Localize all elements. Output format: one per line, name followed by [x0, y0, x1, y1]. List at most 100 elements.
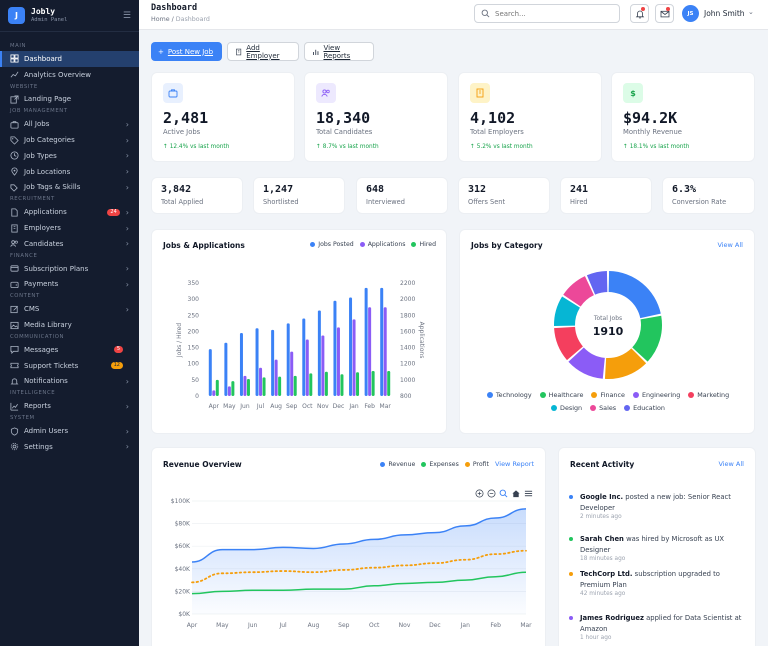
- series-line-revenue[interactable]: [191, 508, 527, 563]
- activity-actor[interactable]: TechCorp Ltd.: [580, 570, 633, 578]
- revenue-view-report-link[interactable]: View Report: [494, 460, 534, 468]
- bar-applications[interactable]: [383, 307, 387, 396]
- sidebar-item-support-tickets[interactable]: Support Tickets 12: [0, 358, 139, 374]
- bar-applications[interactable]: [274, 359, 278, 396]
- home-icon[interactable]: [511, 489, 521, 498]
- legend-item[interactable]: Jobs Posted: [310, 241, 354, 248]
- magnifier-icon[interactable]: [499, 489, 508, 498]
- activity-item[interactable]: Google Inc. posted a new job: Senior Rea…: [569, 492, 749, 520]
- bar-hired[interactable]: [309, 373, 313, 396]
- donut-slice-engineering[interactable]: [568, 347, 605, 379]
- search-box[interactable]: [474, 4, 620, 23]
- donut-slice-technology[interactable]: [608, 271, 661, 319]
- bar-jobs-posted[interactable]: [349, 297, 353, 396]
- bar-jobs-posted[interactable]: [380, 287, 384, 396]
- bar-applications[interactable]: [305, 339, 309, 397]
- sidebar-item-dashboard[interactable]: Dashboard: [0, 51, 139, 67]
- category-legend-item[interactable]: Sales: [590, 404, 616, 412]
- menu-icon[interactable]: [524, 489, 533, 498]
- messages-button[interactable]: [655, 4, 674, 23]
- add-employer-button[interactable]: Add Employer: [227, 42, 299, 61]
- category-legend-item[interactable]: Finance: [591, 391, 625, 399]
- sidebar-item-job-categories[interactable]: Job Categories ›: [0, 132, 139, 148]
- activity-actor[interactable]: Sarah Chen: [580, 535, 624, 543]
- sidebar-item-job-types[interactable]: Job Types ›: [0, 148, 139, 164]
- bar-applications[interactable]: [290, 351, 294, 396]
- bar-hired[interactable]: [324, 371, 328, 396]
- menu-toggle-icon[interactable]: ☰: [122, 10, 131, 21]
- bar-jobs-posted[interactable]: [224, 342, 228, 396]
- legend-item[interactable]: Profit: [464, 461, 489, 468]
- category-legend-item[interactable]: Technology: [486, 391, 532, 399]
- bar-hired[interactable]: [278, 376, 282, 396]
- activity-actor[interactable]: Google Inc.: [580, 493, 624, 501]
- activity-item[interactable]: James Rodriguez applied for Data Scienti…: [569, 613, 749, 641]
- category-legend-item[interactable]: Marketing: [688, 391, 729, 399]
- sidebar-item-job-locations[interactable]: Job Locations ›: [0, 164, 139, 180]
- sidebar-item-cms[interactable]: CMS ›: [0, 301, 139, 317]
- category-view-all-link[interactable]: View All: [717, 241, 743, 249]
- bar-jobs-posted[interactable]: [333, 300, 337, 396]
- series-line-profit[interactable]: [191, 549, 527, 584]
- bar-hired[interactable]: [340, 374, 344, 396]
- category-legend-item[interactable]: Education: [624, 404, 665, 412]
- category-legend-item[interactable]: Healthcare: [539, 391, 583, 399]
- donut-slice-education[interactable]: [586, 271, 608, 295]
- notifications-button[interactable]: [630, 4, 649, 23]
- zoom-in-icon[interactable]: [475, 489, 484, 498]
- search-input[interactable]: [495, 9, 605, 18]
- donut-slice-healthcare[interactable]: [632, 315, 662, 362]
- sidebar-item-payments[interactable]: Payments ›: [0, 277, 139, 293]
- bar-applications[interactable]: [368, 307, 372, 396]
- breadcrumb-home[interactable]: Home: [151, 16, 170, 23]
- bar-hired[interactable]: [262, 377, 266, 396]
- bar-applications[interactable]: [321, 335, 325, 396]
- sidebar-item-all-jobs[interactable]: All Jobs ›: [0, 116, 139, 132]
- sidebar-item-reports[interactable]: Reports ›: [0, 398, 139, 414]
- legend-item[interactable]: Revenue: [380, 461, 415, 468]
- sidebar-item-messages[interactable]: Messages 5: [0, 342, 139, 358]
- bar-jobs-posted[interactable]: [255, 328, 259, 396]
- legend-item[interactable]: Expenses: [421, 461, 459, 468]
- chevron-down-icon[interactable]: ⌄: [748, 8, 754, 16]
- sidebar-item-settings[interactable]: Settings ›: [0, 439, 139, 455]
- bar-hired[interactable]: [387, 370, 391, 396]
- donut-slice-sales[interactable]: [563, 276, 594, 307]
- donut-slice-marketing[interactable]: [554, 326, 583, 361]
- bar-jobs-posted[interactable]: [286, 323, 290, 396]
- bar-jobs-posted[interactable]: [302, 318, 306, 396]
- bar-jobs-posted[interactable]: [239, 333, 243, 396]
- sidebar-item-employers[interactable]: Employers ›: [0, 220, 139, 236]
- bar-applications[interactable]: [243, 375, 247, 396]
- sidebar-item-subscription-plans[interactable]: Subscription Plans ›: [0, 261, 139, 277]
- series-line-expenses[interactable]: [191, 571, 527, 595]
- bar-applications[interactable]: [336, 327, 340, 396]
- bar-applications[interactable]: [212, 390, 216, 396]
- zoom-out-icon[interactable]: [487, 489, 496, 498]
- bar-hired[interactable]: [293, 375, 297, 396]
- sidebar-item-analytics-overview[interactable]: Analytics Overview: [0, 67, 139, 83]
- legend-item[interactable]: Hired: [411, 241, 436, 248]
- category-legend-item[interactable]: Engineering: [632, 391, 680, 399]
- bar-applications[interactable]: [227, 386, 231, 396]
- sidebar-item-candidates[interactable]: Candidates ›: [0, 236, 139, 252]
- post-job-button[interactable]: + Post New Job: [151, 42, 222, 61]
- bar-jobs-posted[interactable]: [271, 329, 275, 396]
- sidebar-item-landing-page[interactable]: Landing Page: [0, 92, 139, 108]
- bar-hired[interactable]: [371, 370, 375, 396]
- legend-item[interactable]: Applications: [359, 241, 405, 248]
- bar-applications[interactable]: [352, 319, 356, 396]
- sidebar-item-media-library[interactable]: Media Library: [0, 317, 139, 333]
- sidebar-item-admin-users[interactable]: Admin Users ›: [0, 423, 139, 439]
- bar-jobs-posted[interactable]: [317, 310, 321, 396]
- sidebar-item-notifications[interactable]: Notifications ›: [0, 374, 139, 390]
- activity-item[interactable]: TechCorp Ltd. subscription upgraded to P…: [569, 569, 749, 597]
- sidebar-item-job-tags-skills[interactable]: Job Tags & Skills ›: [0, 180, 139, 196]
- bar-jobs-posted[interactable]: [364, 287, 368, 396]
- bar-jobs-posted[interactable]: [208, 349, 212, 396]
- activity-actor[interactable]: James Rodriguez: [580, 614, 644, 622]
- bar-hired[interactable]: [215, 379, 219, 396]
- bar-hired[interactable]: [231, 381, 235, 396]
- sidebar-item-applications[interactable]: Applications 24 ›: [0, 204, 139, 220]
- donut-slice-finance[interactable]: [604, 348, 647, 379]
